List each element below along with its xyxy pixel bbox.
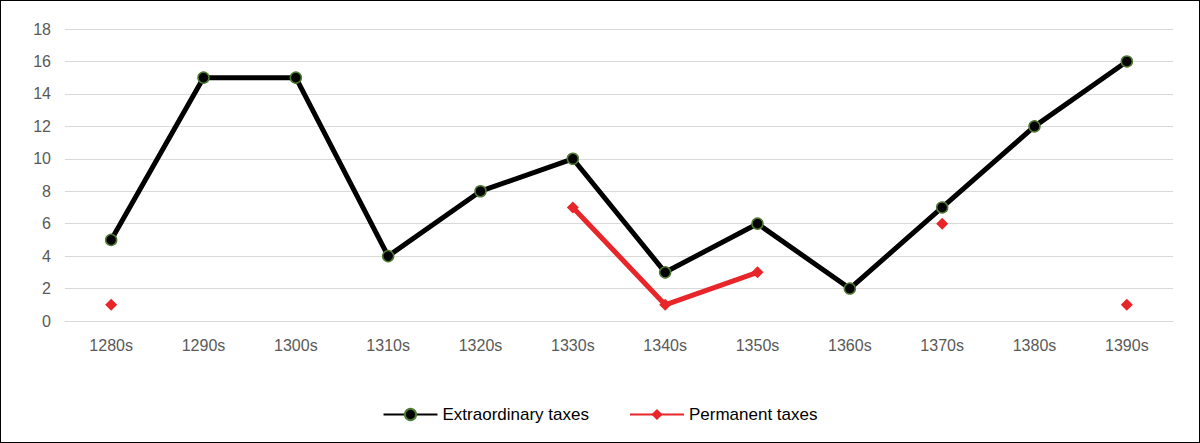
svg-text:1390s: 1390s xyxy=(1105,337,1149,354)
svg-text:1310s: 1310s xyxy=(366,337,410,354)
svg-text:1300s: 1300s xyxy=(274,337,318,354)
svg-text:0: 0 xyxy=(42,313,51,330)
svg-text:4: 4 xyxy=(42,248,51,265)
svg-text:1360s: 1360s xyxy=(828,337,872,354)
svg-text:12: 12 xyxy=(33,118,51,135)
svg-text:8: 8 xyxy=(42,183,51,200)
svg-text:14: 14 xyxy=(33,85,51,102)
svg-text:1340s: 1340s xyxy=(643,337,687,354)
svg-text:1380s: 1380s xyxy=(1013,337,1057,354)
svg-text:16: 16 xyxy=(33,53,51,70)
svg-text:Permanent taxes: Permanent taxes xyxy=(689,405,818,424)
svg-text:1330s: 1330s xyxy=(551,337,595,354)
svg-text:1320s: 1320s xyxy=(459,337,503,354)
svg-text:18: 18 xyxy=(33,21,51,38)
svg-text:1280s: 1280s xyxy=(89,337,133,354)
svg-text:1350s: 1350s xyxy=(736,337,780,354)
svg-text:6: 6 xyxy=(42,215,51,232)
svg-text:Extraordinary taxes: Extraordinary taxes xyxy=(443,405,589,424)
svg-text:1290s: 1290s xyxy=(182,337,226,354)
svg-text:10: 10 xyxy=(33,150,51,167)
svg-text:1370s: 1370s xyxy=(920,337,964,354)
svg-text:2: 2 xyxy=(42,280,51,297)
